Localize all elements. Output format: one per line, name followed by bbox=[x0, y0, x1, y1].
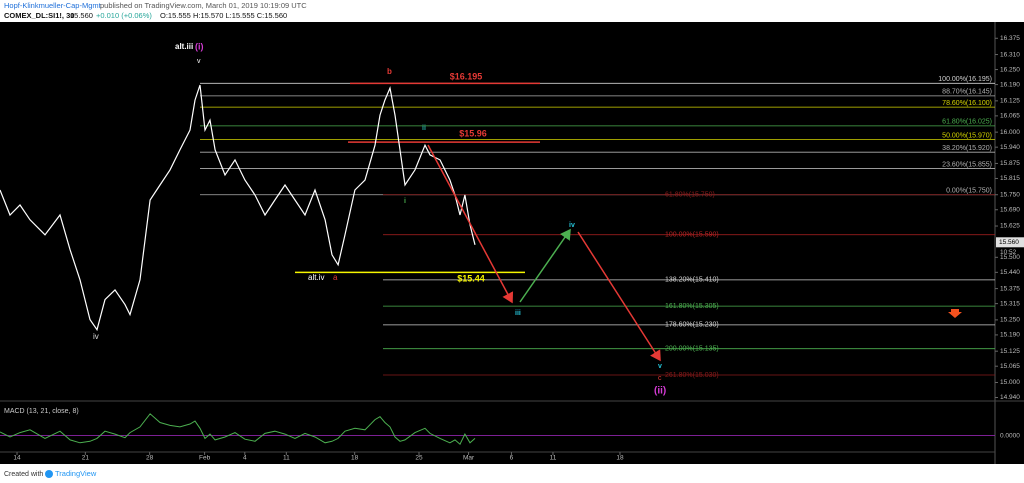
y-tick-label: 15.375 bbox=[1000, 285, 1020, 292]
footer-text: Created with bbox=[4, 471, 43, 478]
y-tick-label: 15.440 bbox=[1000, 269, 1020, 276]
symbol: COMEX_DL:SI1!, 30 bbox=[4, 11, 74, 20]
footer-brand[interactable]: TradingView bbox=[55, 469, 97, 478]
wave-label: i bbox=[404, 198, 406, 205]
fib-label: 61.80%(16.025) bbox=[942, 119, 992, 126]
y-tick-label: 15.065 bbox=[1000, 363, 1020, 370]
y-tick-label: 15.690 bbox=[1000, 206, 1020, 213]
header-bg bbox=[0, 0, 1024, 22]
y-tick-label: 15.750 bbox=[1000, 191, 1020, 198]
x-tick-label: 6 bbox=[510, 455, 514, 462]
fib-label: 61.80%(15.750) bbox=[665, 192, 715, 199]
fib-label: 138.20%(15.410) bbox=[665, 277, 719, 284]
wave-label: iv bbox=[93, 332, 99, 341]
macd-label: MACD (13, 21, close, 8) bbox=[4, 408, 79, 415]
y-tick-label: 14.940 bbox=[1000, 394, 1020, 401]
fib-label: 100.00%(16.195) bbox=[938, 76, 992, 83]
logo bbox=[45, 470, 53, 478]
wave-label: v bbox=[197, 58, 201, 65]
macd-tick-label: 0.0000 bbox=[1000, 432, 1020, 439]
y-tick-label: 16.000 bbox=[1000, 129, 1020, 136]
wave-label: a bbox=[333, 273, 338, 282]
y-tick-label: 15.315 bbox=[1000, 300, 1020, 307]
x-tick-label: 4 bbox=[243, 455, 247, 462]
wave-label: (i) bbox=[195, 41, 204, 51]
price-level-label: $15.44 bbox=[457, 274, 485, 284]
last-price-label: 15.560 bbox=[999, 239, 1019, 246]
y-tick-label: 15.875 bbox=[1000, 160, 1020, 167]
x-tick-label: 25 bbox=[415, 455, 423, 462]
macd-line bbox=[0, 413, 476, 446]
countdown: 10:52 bbox=[1000, 249, 1017, 256]
fib-label: 200.00%(15.135) bbox=[665, 346, 719, 353]
y-tick-label: 15.250 bbox=[1000, 317, 1020, 324]
wave-label: c bbox=[658, 375, 662, 382]
y-tick-label: 16.375 bbox=[1000, 35, 1020, 42]
y-tick-label: 15.000 bbox=[1000, 379, 1020, 386]
fib-label: 23.60%(15.855) bbox=[942, 161, 992, 168]
x-tick-label: 14 bbox=[13, 455, 21, 462]
alert-arrow bbox=[948, 309, 962, 318]
y-tick-label: 16.125 bbox=[1000, 98, 1020, 105]
fib-label: 78.60%(16.100) bbox=[942, 100, 992, 107]
author[interactable]: Hopf-Klinkmueller-Cap-Mgmt bbox=[4, 1, 102, 10]
ohlc: O:15.555 H:15.570 L:15.555 C:15.560 bbox=[160, 11, 287, 20]
change: +0.010 (+0.06%) bbox=[96, 11, 152, 20]
y-tick-label: 16.190 bbox=[1000, 81, 1020, 88]
y-tick-label: 15.500 bbox=[1000, 254, 1020, 261]
price-level-label: $15.96 bbox=[459, 129, 487, 139]
footer-bg bbox=[0, 464, 1024, 483]
projection-arrow bbox=[519, 228, 571, 303]
x-tick-label: 11 bbox=[550, 455, 557, 462]
x-tick-label: 28 bbox=[146, 455, 154, 462]
chart-bg bbox=[0, 22, 1024, 464]
published: published on TradingView.com, March 01, … bbox=[100, 1, 307, 10]
fib-label: 100.00%(15.590) bbox=[665, 232, 719, 239]
last-price-box bbox=[996, 237, 1024, 248]
fib-label: 50.00%(15.970) bbox=[942, 132, 992, 139]
fib-label: 161.80%(15.305) bbox=[665, 303, 719, 310]
y-tick-label: 15.125 bbox=[1000, 348, 1020, 355]
wave-labels: alt.iii (i) v b ii i alt.iv a iv iii iv … bbox=[93, 41, 666, 396]
fib-label: 261.80%(15.030) bbox=[665, 372, 719, 379]
wave-label: alt.iii bbox=[175, 42, 193, 51]
fib-label: 0.00%(15.750) bbox=[946, 188, 992, 195]
y-tick-label: 15.190 bbox=[1000, 332, 1020, 339]
x-tick-label: Mar bbox=[463, 455, 475, 462]
fib-label: 178.60%(15.230) bbox=[665, 322, 719, 329]
fib-label: 38.20%(15.920) bbox=[942, 145, 992, 152]
projection-arrow bbox=[577, 231, 661, 362]
wave-label: alt.iv bbox=[308, 273, 324, 282]
x-tick-label: 21 bbox=[82, 455, 90, 462]
fib-label: 88.70%(16.145) bbox=[942, 89, 992, 96]
y-tick-label: 15.815 bbox=[1000, 175, 1020, 182]
y-tick-label: 15.625 bbox=[1000, 223, 1020, 230]
wave-label: (ii) bbox=[654, 386, 666, 397]
quote: 15.560 bbox=[70, 11, 93, 20]
x-tick-label: 18 bbox=[616, 455, 624, 462]
wave-label: b bbox=[387, 67, 392, 76]
x-tick-label: 11 bbox=[283, 455, 290, 462]
projection-arrow bbox=[427, 144, 514, 304]
y-tick-label: 16.310 bbox=[1000, 51, 1020, 58]
y-tick-label: 15.940 bbox=[1000, 144, 1020, 151]
x-tick-label: 18 bbox=[351, 455, 359, 462]
price-level-label: $16.195 bbox=[450, 72, 483, 82]
x-tick-label: Feb bbox=[199, 455, 211, 462]
y-tick-label: 16.250 bbox=[1000, 66, 1020, 73]
price-line bbox=[0, 84, 476, 332]
wave-label: v bbox=[658, 363, 662, 370]
wave-label: iv bbox=[569, 222, 575, 229]
wave-label: iii bbox=[515, 310, 521, 317]
y-tick-label: 16.065 bbox=[1000, 113, 1020, 120]
wave-label: ii bbox=[422, 125, 426, 132]
